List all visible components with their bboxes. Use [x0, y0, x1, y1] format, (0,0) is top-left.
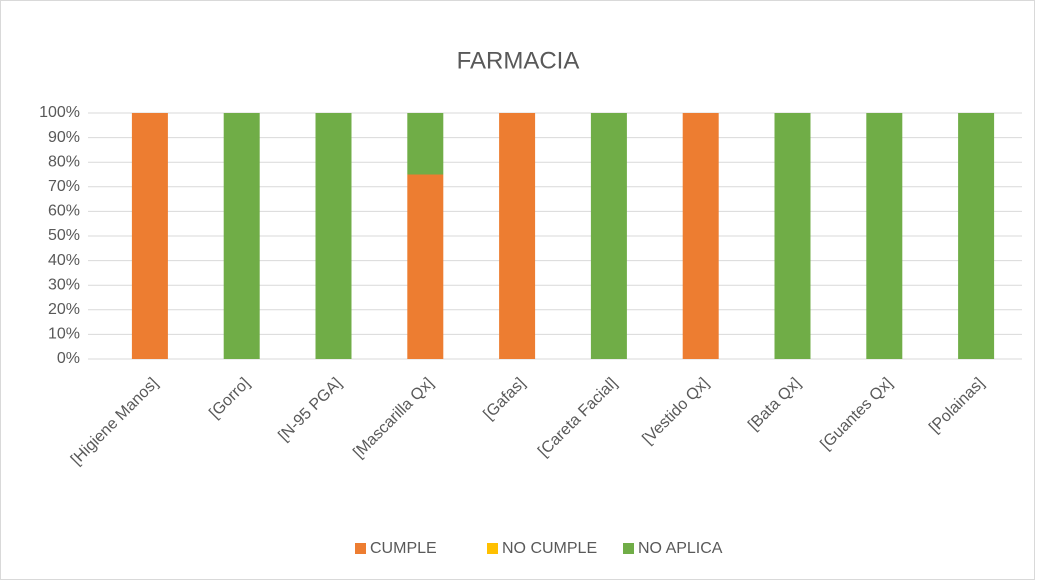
y-tick-label: 100% — [39, 104, 80, 121]
legend-swatch — [623, 543, 634, 554]
bar-segment — [223, 113, 260, 359]
y-tick-label: 10% — [48, 326, 80, 343]
y-tick-label: 70% — [48, 178, 80, 195]
y-tick-label: 30% — [48, 276, 80, 293]
bar-segment — [866, 113, 903, 359]
legend-label: NO CUMPLE — [502, 540, 597, 557]
legend-label: CUMPLE — [370, 540, 437, 557]
bar-segment — [315, 113, 352, 359]
bar-segment — [131, 113, 168, 359]
y-tick-label: 0% — [57, 350, 80, 367]
bar-segment — [407, 113, 444, 175]
y-tick-label: 40% — [48, 252, 80, 269]
bar-segment — [407, 174, 444, 359]
bar-segment — [499, 113, 536, 359]
y-tick-label: 80% — [48, 153, 80, 170]
y-tick-label: 20% — [48, 301, 80, 318]
bar-segment — [590, 113, 627, 359]
legend-swatch — [487, 543, 498, 554]
bar-segment — [958, 113, 995, 359]
y-tick-label: 50% — [48, 227, 80, 244]
y-tick-label: 90% — [48, 129, 80, 146]
legend-swatch — [355, 543, 366, 554]
legend-label: NO APLICA — [638, 540, 723, 557]
y-tick-label: 60% — [48, 203, 80, 220]
bar-segment — [774, 113, 811, 359]
bar-segment — [682, 113, 719, 359]
chart-title: FARMACIA — [457, 47, 580, 74]
